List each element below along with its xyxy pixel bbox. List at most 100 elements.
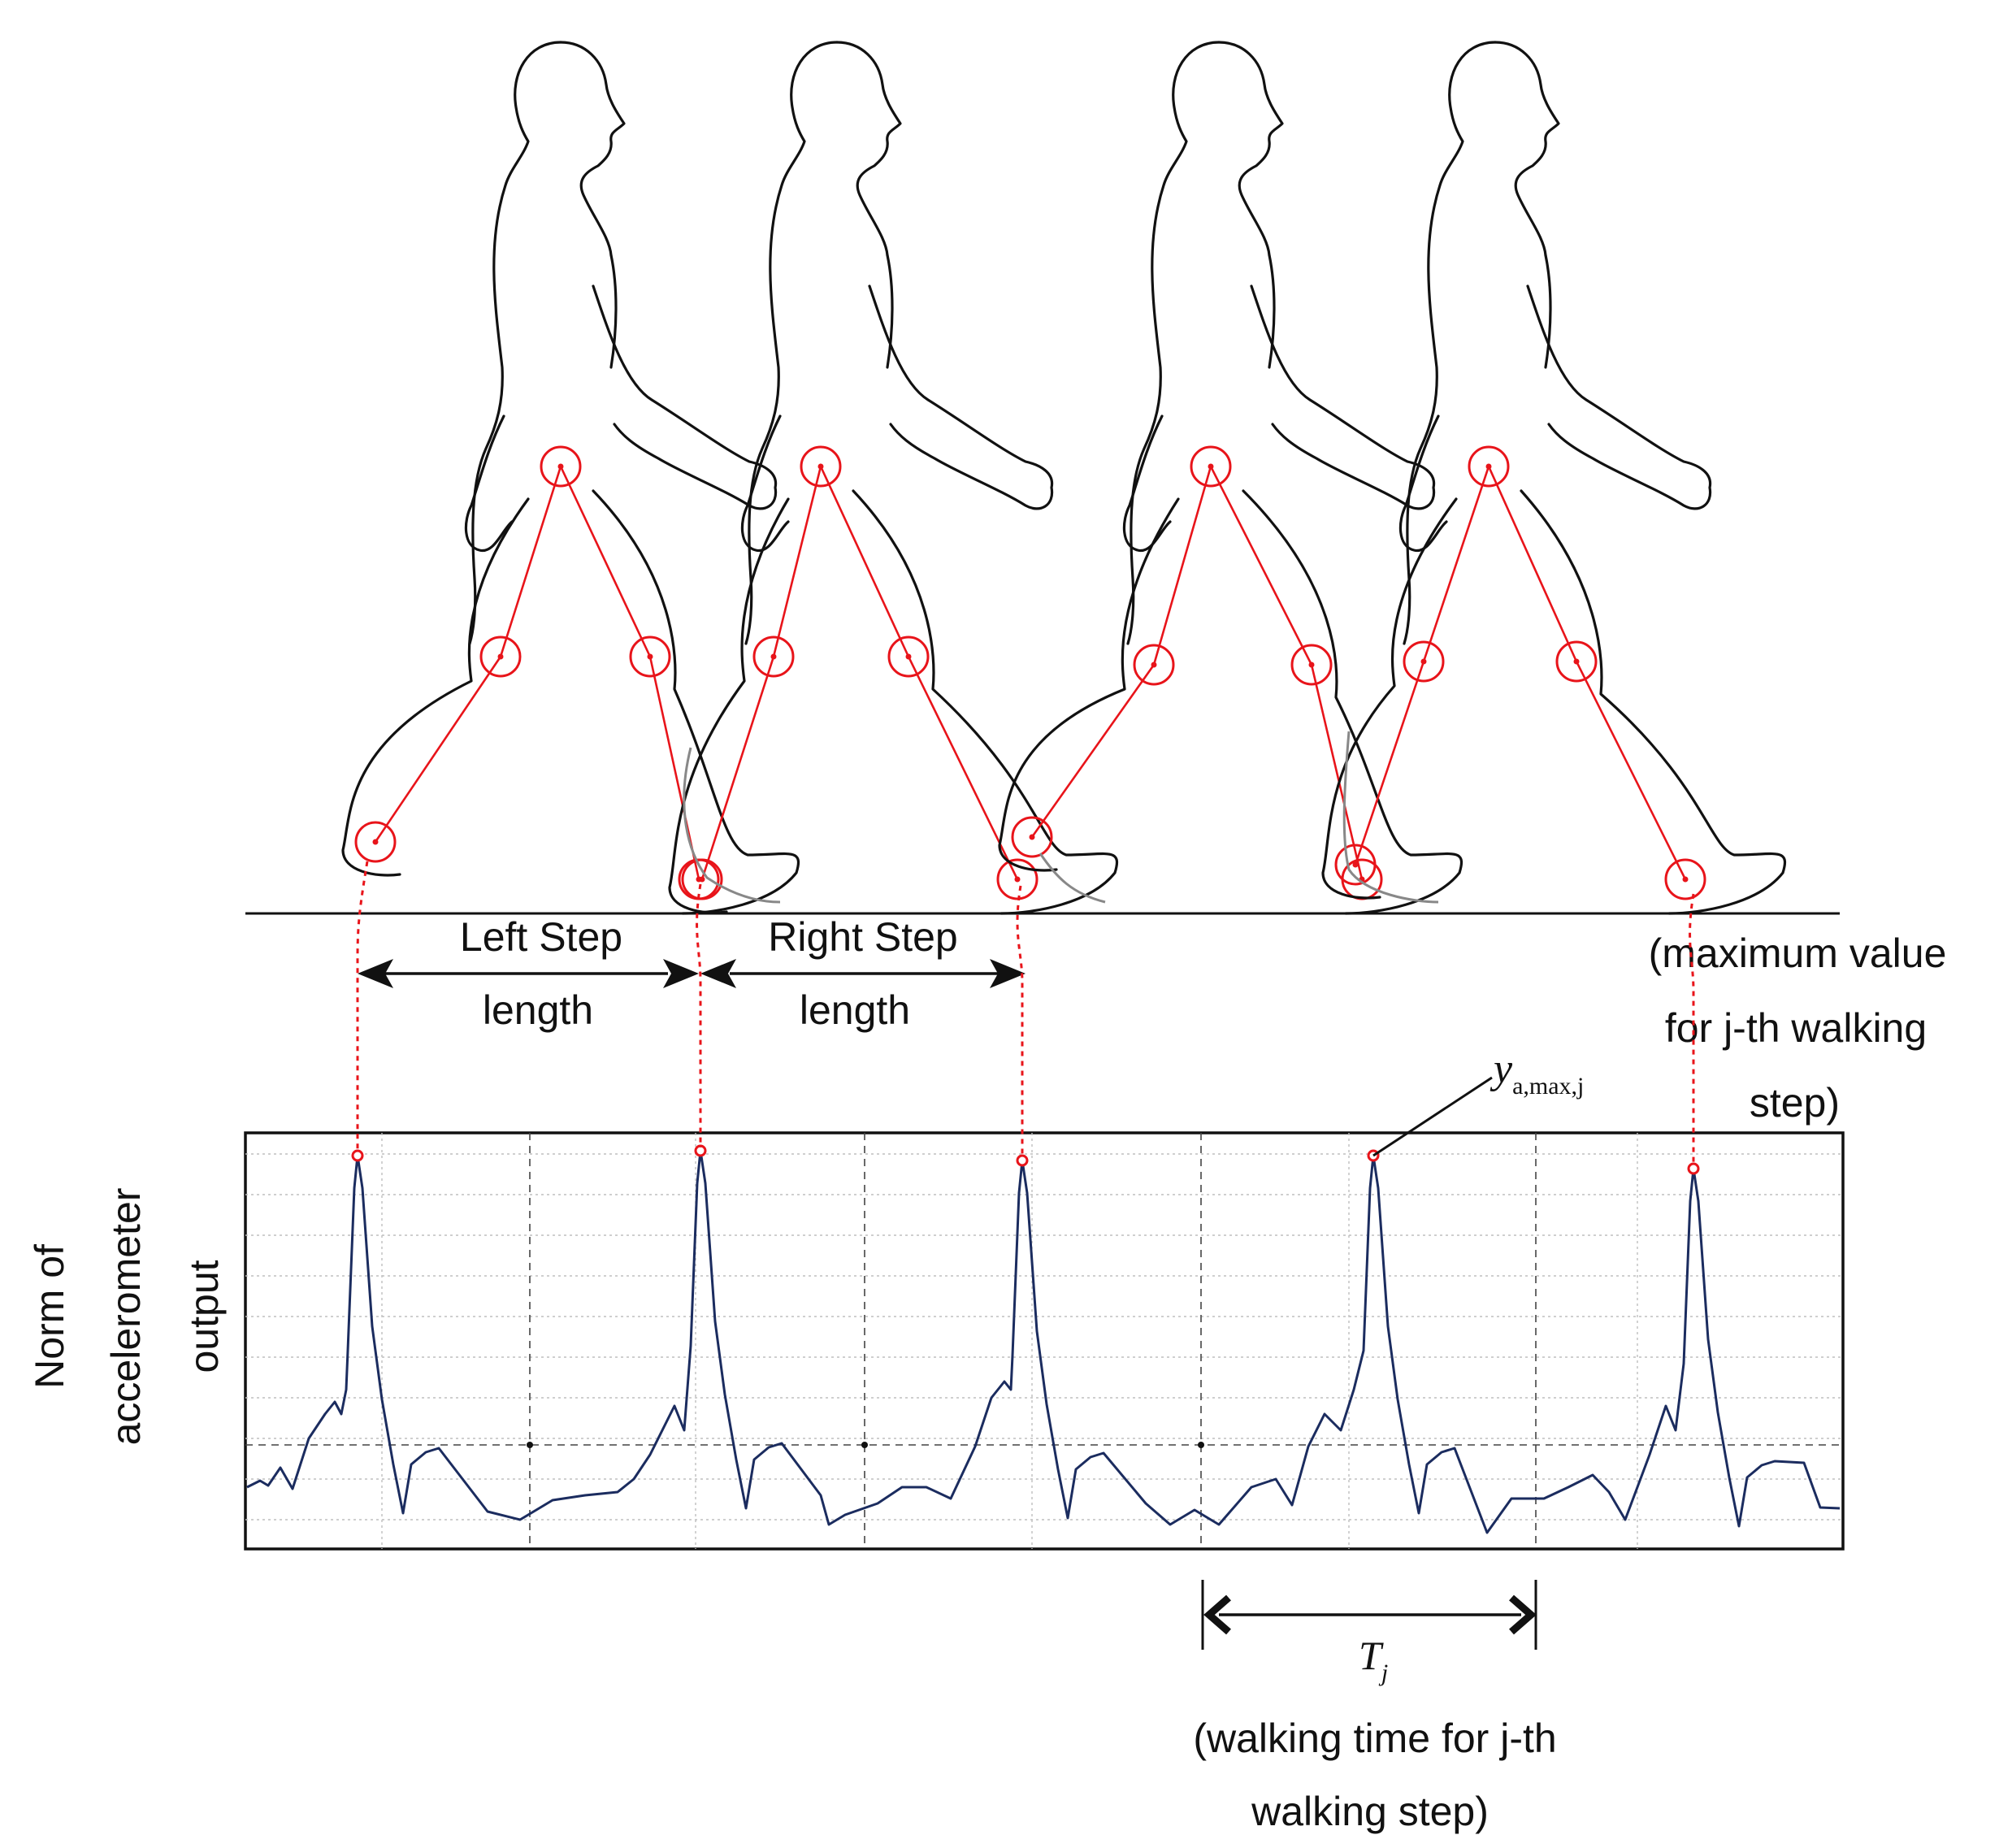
body-outline: [609, 254, 618, 369]
peak-symbol: ya,max,j: [1489, 1046, 1584, 1100]
body-outline: [1268, 254, 1276, 369]
joint-circle: [996, 858, 1039, 900]
peak-marker: [1687, 1162, 1700, 1175]
front-leg-outline: [1520, 489, 1787, 915]
body-outline: [1126, 41, 1221, 645]
walking-figure: [1321, 41, 1787, 915]
period-arrow: [1201, 1580, 1537, 1650]
walking-figure: [998, 41, 1463, 915]
max-note-line1: (maximum value: [1649, 931, 1947, 976]
body-outline: [868, 284, 1054, 510]
joint-dot: [1208, 463, 1214, 470]
body-outline: [1217, 41, 1284, 257]
joint-dot: [699, 876, 705, 883]
right-step-label-line2: length: [800, 987, 910, 1033]
joint-circle: [1468, 445, 1510, 488]
joint-dot: [557, 463, 564, 470]
leg-skeleton: [1354, 463, 1687, 880]
body-outline: [1526, 284, 1712, 510]
peak-symbol-main: y: [1489, 1046, 1513, 1092]
joint-dot: [1682, 876, 1689, 883]
joint-dot: [905, 653, 912, 660]
joint-circle: [681, 858, 723, 900]
joint-circle: [1133, 644, 1175, 686]
mean-dot: [861, 1442, 868, 1448]
right-step-arrow: [700, 959, 1026, 988]
peak-marker: [351, 1149, 364, 1162]
back-leg-outline: [998, 497, 1180, 872]
walking-figures: [341, 41, 1787, 915]
peak-symbol-subscript: a,max,j: [1512, 1073, 1584, 1100]
leg-skeleton: [374, 463, 700, 880]
joint-dot: [1308, 662, 1315, 668]
body-outline: [744, 41, 839, 645]
front-leg-outline: [592, 489, 800, 915]
body-outline: [464, 414, 514, 553]
body-outline: [1494, 41, 1560, 257]
joint-dot: [1352, 861, 1359, 868]
right-step-label-line1: Right Step: [768, 914, 957, 960]
joint-dot: [1151, 662, 1157, 668]
joint-circle: [800, 445, 842, 488]
body-outline: [559, 41, 626, 257]
back-leg-outline: [341, 497, 530, 877]
body-outline: [1403, 41, 1497, 645]
ghost-foot-3: [1342, 731, 1439, 904]
left-step-label-line1: Left Step: [460, 914, 622, 960]
joint-circle: [1403, 640, 1445, 683]
walking-figure: [341, 41, 800, 915]
period-symbol-subscript: j: [1378, 1659, 1388, 1686]
body-outline: [468, 41, 562, 645]
back-leg-outline: [668, 497, 790, 914]
body-outline: [592, 284, 778, 510]
mean-dot: [1198, 1442, 1204, 1448]
joint-circle: [1190, 445, 1232, 488]
joint-circle: [752, 636, 795, 678]
period-note-line1: (walking time for j-th: [1193, 1716, 1556, 1761]
body-outline: [1544, 254, 1552, 369]
projection-line: [1016, 885, 1024, 1157]
projection-lines: [356, 861, 1695, 1165]
y-axis-label-line3: output: [181, 1260, 227, 1373]
max-note-line2: for j-th walking: [1665, 1005, 1927, 1051]
leg-skeleton: [1030, 463, 1364, 880]
period-symbol: Tj: [1359, 1633, 1388, 1686]
body-outline: [835, 41, 902, 257]
walking-figure: [668, 41, 1119, 915]
period-note-line2: walking step): [1251, 1789, 1489, 1834]
ghost-foot-2: [1039, 852, 1106, 904]
joint-dot: [1029, 834, 1035, 840]
y-axis-label-line2: accelerometer: [103, 1188, 149, 1446]
body-outline: [740, 414, 790, 553]
front-leg-outline: [1242, 489, 1463, 915]
peak-marker: [1016, 1154, 1029, 1167]
left-step-label-line2: length: [483, 987, 593, 1033]
y-axis-label-line1: Norm of: [27, 1244, 72, 1389]
joint-circle: [1664, 858, 1706, 900]
joint-circle: [1011, 816, 1053, 858]
joint-circle: [1334, 844, 1377, 886]
mean-dot: [527, 1442, 533, 1448]
joint-dot: [1420, 658, 1427, 665]
joint-dot: [770, 653, 777, 660]
body-outline: [1398, 414, 1448, 553]
ghost-foot-1: [683, 747, 781, 904]
period-symbol-main: T: [1359, 1633, 1384, 1678]
joint-circle: [479, 636, 522, 678]
front-leg-outline: [852, 489, 1119, 915]
joint-dot: [647, 653, 653, 660]
left-step-arrow: [358, 959, 699, 988]
projection-line: [356, 861, 369, 1152]
peak-marker: [694, 1144, 707, 1157]
joint-circle: [1555, 640, 1598, 683]
joint-dot: [1485, 463, 1492, 470]
joint-dot: [1014, 876, 1021, 883]
accelerometer-plot: [244, 1131, 1845, 1551]
joint-dot: [497, 653, 504, 660]
joint-circle: [887, 636, 930, 678]
body-outline: [1250, 284, 1436, 510]
body-outline: [886, 254, 894, 369]
joint-circle: [629, 636, 671, 678]
joint-circle: [540, 445, 582, 488]
